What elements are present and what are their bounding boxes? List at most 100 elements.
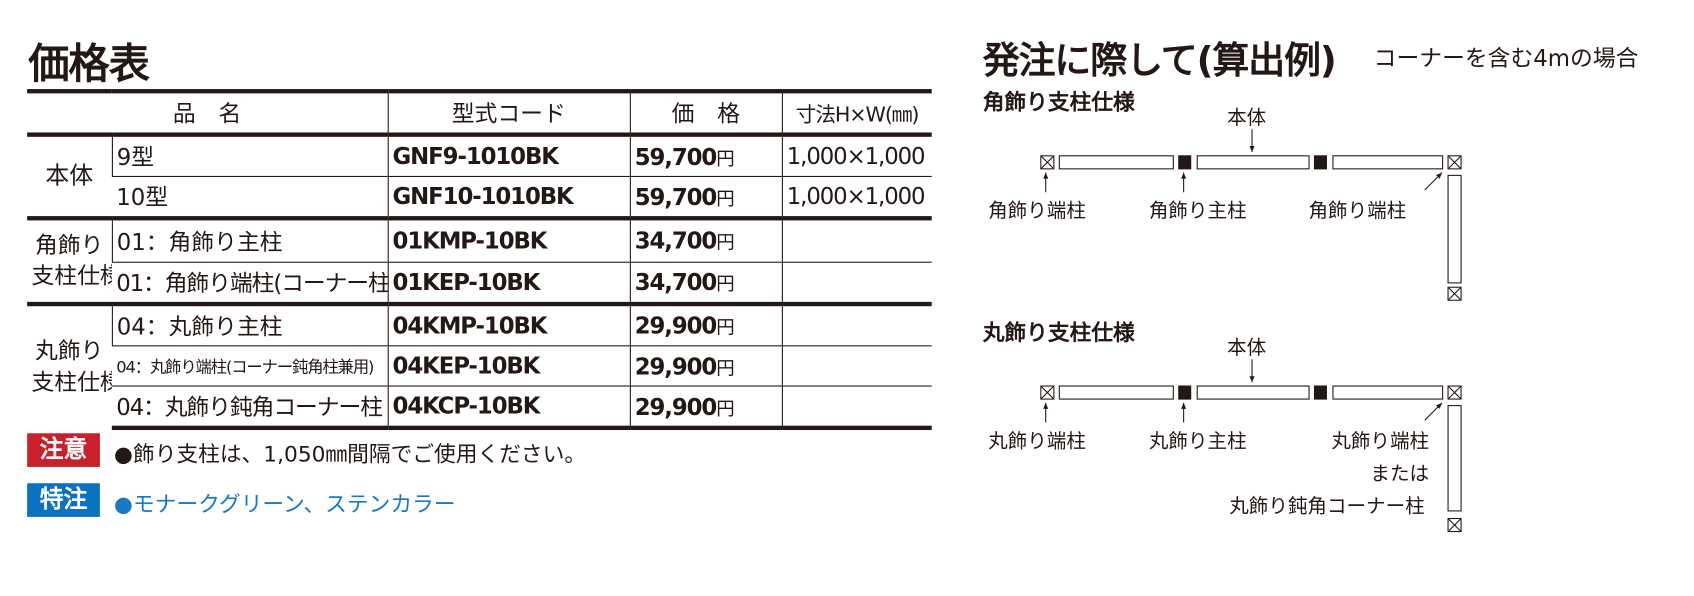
table-row: 角飾り支柱仕様 01：角飾り主柱 01KMP-10BK 34,700円 [27, 216, 932, 304]
caution-badge: 注意 [27, 433, 100, 467]
end-post-icon [1447, 517, 1462, 533]
main-post-icon [1313, 385, 1327, 400]
arrow-up-icon [1043, 172, 1049, 193]
table-row: 10型 GNF10-1010BK 59,700円 1,000×1,000 [27, 175, 932, 219]
price-value: 34,700 [634, 269, 718, 296]
price-table: 品 名 型式コード 価 格 寸法H×W(㎜) 本体 9型 GNF9-1010BK… [27, 89, 932, 430]
product-name: 9型 [111, 132, 388, 177]
dimension [781, 301, 932, 346]
end-post-icon [1447, 286, 1462, 301]
arrow-diagonal-icon [1424, 402, 1443, 421]
end-post-icon [1040, 155, 1055, 170]
table-row: 04：丸飾り端柱(コーナー鈍角柱兼用) 04KEP-10BK 29,900円 [27, 345, 932, 387]
fence-panel-vertical [1447, 174, 1462, 284]
price-table-title: 価格表 [28, 40, 150, 88]
post-label: 丸飾り端柱 [988, 430, 1086, 453]
model-code: 01KEP-10BK [387, 261, 630, 304]
model-code: GNF9-1010BK [387, 132, 630, 177]
yen: 円 [716, 232, 734, 255]
post-label: 角飾り端柱 [988, 199, 1086, 223]
price-value: 34,700 [634, 228, 718, 255]
group-label-line: 支柱仕様 [31, 368, 111, 395]
yen: 円 [716, 397, 734, 420]
product-name: 04：丸飾り端柱(コーナー鈍角柱兼用) [111, 345, 388, 387]
model-code: GNF10-1010BK [387, 175, 630, 219]
model-code: 01KMP-10BK [387, 216, 630, 262]
price: 59,700円 [629, 132, 782, 177]
fence-panel [1058, 155, 1174, 170]
price: 29,900円 [629, 301, 782, 346]
group-label-line: 丸飾り [35, 338, 104, 365]
special-order-badge: 特注 [27, 483, 100, 517]
header-code: 型式コード [387, 89, 630, 135]
caution-note: ●飾り支柱は、1,050㎜間隔でご使用ください。 [114, 440, 587, 467]
body-label: 本体 [1227, 106, 1267, 130]
arrow-down-icon [1249, 129, 1255, 153]
fence-panel [1196, 385, 1310, 400]
section-heading: 角飾り支柱仕様 [982, 89, 1135, 116]
header-dimension: 寸法H×W(㎜) [781, 89, 932, 135]
yen: 円 [716, 273, 734, 296]
arrow-up-icon [1181, 172, 1187, 193]
yen: 円 [716, 317, 734, 340]
fence-panel [1332, 385, 1444, 400]
arrow-up-icon [1181, 402, 1187, 423]
price: 29,900円 [629, 345, 782, 387]
model-code: 04KMP-10BK [387, 301, 630, 346]
or-label: または [1370, 462, 1430, 486]
product-name: 01：角飾り端柱(コーナー柱兼用) [111, 261, 388, 304]
dimension: 1,000×1,000 [781, 132, 932, 177]
group-label: 本体 [27, 132, 112, 219]
model-code: 04KEP-10BK [387, 345, 630, 387]
price: 34,700円 [629, 216, 782, 262]
price: 29,900円 [629, 385, 782, 430]
yen: 円 [716, 188, 734, 211]
header-name: 品 名 [27, 89, 388, 135]
fence-panel [1196, 155, 1310, 170]
table-row: 04：丸飾り鈍角コーナー柱 04KCP-10BK 29,900円 [27, 385, 932, 430]
arrow-down-icon [1249, 359, 1255, 383]
post-label: 角飾り端柱 [1308, 199, 1407, 223]
end-post-icon [1447, 155, 1462, 170]
special-order-note: ●モナークグリーン、ステンカラー [114, 490, 456, 517]
dimension [781, 345, 932, 387]
product-name: 04：丸飾り鈍角コーナー柱 [111, 385, 388, 430]
main-post-icon [1313, 155, 1327, 170]
group-label: 丸飾り支柱仕様 [27, 301, 112, 428]
model-code: 04KCP-10BK [387, 385, 630, 430]
post-label: 丸飾り端柱 [1331, 430, 1430, 453]
product-name: 01：角飾り主柱 [111, 216, 388, 262]
main-post-icon [1178, 385, 1192, 400]
post-label: 丸飾り主柱 [1148, 430, 1247, 453]
alt-post-label: 丸飾り鈍角コーナー柱 [1229, 495, 1425, 518]
group-label: 角飾り支柱仕様 [27, 216, 112, 304]
table-row: 01：角飾り端柱(コーナー柱兼用) 01KEP-10BK 34,700円 [27, 261, 932, 304]
product-name: 04：丸飾り主柱 [111, 301, 388, 346]
fence-panel-vertical [1447, 405, 1462, 512]
main-post-icon [1178, 155, 1192, 170]
price: 59,700円 [629, 175, 782, 219]
order-example-title: 発注に際して(算出例) [982, 39, 1337, 83]
dimension: 1,000×1,000 [781, 175, 932, 219]
header-price: 価 格 [629, 89, 782, 135]
arrow-diagonal-icon [1424, 172, 1443, 191]
fence-panel [1332, 155, 1444, 170]
post-label: 角飾り主柱 [1148, 199, 1247, 223]
group-label-line: 角飾り [35, 232, 104, 259]
dimension [781, 216, 932, 262]
yen: 円 [716, 357, 734, 380]
price-value: 29,900 [634, 313, 718, 340]
end-post-icon [1447, 385, 1462, 400]
dimension [781, 261, 932, 304]
dimension [781, 385, 932, 430]
table-row: 本体 9型 GNF9-1010BK 59,700円 1,000×1,000 [27, 132, 932, 219]
end-post-icon [1040, 385, 1055, 400]
yen: 円 [716, 148, 734, 170]
product-name: 10型 [111, 175, 388, 219]
price-value: 29,900 [634, 393, 718, 420]
price-value: 59,700 [634, 184, 718, 211]
order-example-subtitle: コーナーを含む4mの場合 [1373, 45, 1639, 72]
price-value: 29,900 [634, 353, 718, 380]
price-value: 59,700 [634, 143, 718, 170]
